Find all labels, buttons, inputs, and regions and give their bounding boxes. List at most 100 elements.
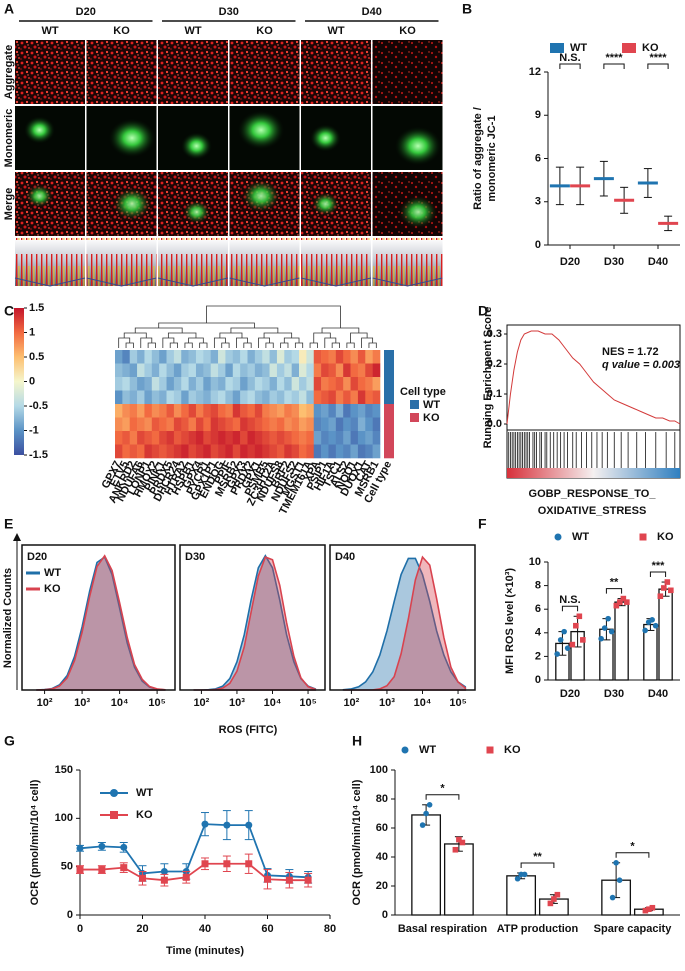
- data-point: [521, 871, 528, 878]
- heatmap-cell: [343, 377, 351, 391]
- heatmap-cell: [195, 404, 204, 418]
- merge-image: [15, 172, 85, 236]
- x-axis-label: ROS (FITC): [219, 724, 278, 736]
- heatmap-cell: [254, 444, 263, 459]
- heatmap-cell: [328, 404, 337, 418]
- heatmap-cell: [225, 363, 234, 378]
- surface-base: [86, 277, 157, 287]
- surface-plot: [15, 238, 85, 286]
- heatmap-cell: [225, 431, 234, 445]
- data-point: [98, 842, 106, 850]
- heatmap-cell: [144, 377, 153, 391]
- heatmap-cell: [240, 444, 248, 459]
- heatmap-cell: [151, 444, 160, 459]
- legend-title: Cell type: [400, 386, 446, 398]
- sig-bracket: [561, 605, 579, 612]
- legend-label: WT: [44, 567, 61, 579]
- heatmap-cell: [254, 350, 263, 364]
- dendrogram-branch: [243, 342, 252, 348]
- x-tick-label: 10³: [229, 697, 245, 709]
- heatmap-cell: [365, 390, 373, 405]
- heatmap-cell: [262, 431, 270, 445]
- annotation: q value = 0.003: [602, 359, 680, 371]
- heatmap-cell: [195, 377, 204, 391]
- data-point: [459, 839, 466, 846]
- heatmap-cell: [357, 417, 366, 432]
- legend-label: KO: [504, 744, 521, 756]
- heatmap-cell: [284, 377, 292, 391]
- heatmap-cell: [247, 363, 256, 378]
- heatmap-cell: [122, 363, 131, 378]
- group-label: KO: [399, 25, 416, 37]
- sig-bracket: [603, 63, 625, 69]
- dendrogram-branch: [368, 342, 377, 348]
- heatmap-cell: [151, 431, 160, 445]
- heatmap-cell: [129, 350, 138, 364]
- data-point: [554, 891, 561, 898]
- heatmap-cell: [151, 350, 160, 364]
- x-tick-label: Spare capacity: [594, 923, 673, 935]
- heatmap-cell: [269, 431, 278, 445]
- heatmap-cell: [240, 390, 248, 405]
- heatmap-cell: [357, 444, 366, 459]
- surface-plot: [229, 238, 300, 286]
- heatmap-cell: [269, 363, 278, 378]
- heatmap-cell: [129, 431, 138, 445]
- heatmap-cell: [335, 350, 344, 364]
- heatmap-cell: [232, 444, 241, 459]
- heatmap-cell: [240, 417, 248, 432]
- dendrogram-branch: [125, 342, 134, 348]
- heatmap-cell: [181, 390, 189, 405]
- heatmap-cell: [232, 363, 241, 378]
- heatmap-cell: [159, 350, 167, 364]
- heatmap-cell: [181, 417, 189, 432]
- dendrogram-branch: [147, 342, 156, 348]
- data-point: [547, 900, 554, 907]
- heatmap-cell: [232, 350, 241, 364]
- data-point: [646, 906, 652, 912]
- aggregate-image: [158, 40, 228, 104]
- y-axis-label: monomeric JC-1: [486, 115, 498, 201]
- day-label: D40: [362, 6, 382, 18]
- heatmap-cell: [115, 404, 123, 418]
- panel-frame: [179, 544, 326, 691]
- heatmap-cell: [365, 404, 373, 418]
- series-line: [80, 862, 309, 882]
- x-tick-label: 10²: [343, 697, 359, 709]
- colorbar-label: -0.5: [29, 400, 48, 412]
- heatmap-cell: [372, 404, 381, 418]
- heatmap-cell: [299, 417, 307, 432]
- rank-strip: [507, 468, 680, 478]
- y-axis-label: MFI ROS level (×10³): [504, 568, 516, 674]
- heatmap-cell: [181, 431, 189, 445]
- heatmap-cell: [343, 390, 351, 405]
- heatmap-cell: [218, 377, 226, 391]
- heatmap-cell: [313, 350, 322, 364]
- heatmap-cell: [254, 390, 263, 405]
- legend-label: KO: [423, 412, 440, 424]
- heatmap-cell: [291, 363, 300, 378]
- heatmap-cell: [151, 390, 160, 405]
- dendrogram-branch: [265, 342, 274, 348]
- heatmap-cell: [151, 363, 160, 378]
- legend-swatch: [410, 400, 419, 409]
- heatmap-cell: [218, 444, 226, 459]
- data-point: [576, 613, 583, 620]
- gene-set-title: GOBP_RESPONSE_TO_: [529, 488, 657, 500]
- heatmap-cell: [357, 404, 366, 418]
- panel-title: D20: [27, 551, 47, 563]
- legend-label: WT: [419, 744, 436, 756]
- heatmap-cell: [115, 417, 123, 432]
- heatmap-cell: [203, 404, 211, 418]
- sig-bracket: [615, 852, 650, 858]
- heatmap-cell: [218, 404, 226, 418]
- y-tick-label: 3: [535, 196, 541, 208]
- data-point: [264, 875, 271, 883]
- heatmap-cell: [269, 390, 278, 405]
- y-tick-label: 12: [529, 66, 541, 78]
- heatmap-cell: [137, 390, 145, 405]
- bar: [506, 875, 537, 916]
- colorbar-label: 1: [29, 326, 35, 338]
- sig-label: N.S.: [559, 594, 580, 606]
- data-point: [617, 599, 623, 605]
